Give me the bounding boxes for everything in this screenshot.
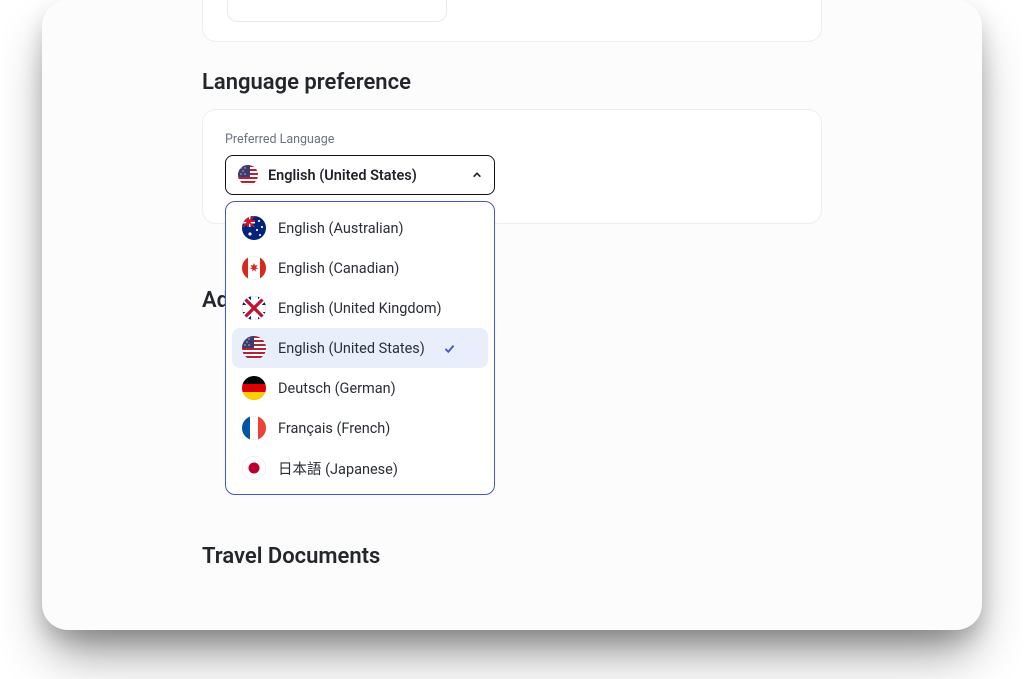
flag-icon: [242, 336, 266, 360]
language-option-label: English (Australian): [278, 220, 404, 237]
flag-icon: [242, 296, 266, 320]
flag-icon: [242, 456, 266, 480]
language-preference-heading: Language preference: [202, 70, 822, 95]
language-option-fr-FR[interactable]: Français (French): [232, 408, 488, 448]
previous-field-fragment: [227, 0, 447, 22]
language-option-label: English (Canadian): [278, 260, 399, 277]
language-option-en-GB[interactable]: English (United Kingdom): [232, 288, 488, 328]
language-preference-card: Preferred Language English (United State…: [202, 109, 822, 224]
flag-icon: [242, 416, 266, 440]
preferred-language-label: Preferred Language: [225, 132, 799, 147]
language-option-de-DE[interactable]: Deutsch (German): [232, 368, 488, 408]
language-option-ja-JP[interactable]: 日本語 (Japanese): [232, 448, 488, 488]
language-option-en-US[interactable]: English (United States): [232, 328, 488, 368]
language-option-label: Français (French): [278, 420, 390, 437]
settings-panel: Language preference Preferred Language E…: [42, 0, 982, 630]
flag-icon: [242, 256, 266, 280]
flag-icon: [242, 216, 266, 240]
language-select-trigger[interactable]: English (United States): [225, 155, 495, 195]
language-select-value: English (United States): [268, 167, 417, 184]
language-option-label: English (United Kingdom): [278, 300, 442, 317]
language-option-label: Deutsch (German): [278, 380, 396, 397]
language-option-label: English (United States): [278, 340, 425, 357]
check-icon: [443, 341, 457, 355]
chevron-up-icon: [472, 170, 482, 180]
flag-icon: [238, 165, 258, 185]
flag-icon: [242, 376, 266, 400]
language-listbox: English (Australian) English (Canadian) En…: [225, 201, 495, 495]
language-option-label: 日本語 (Japanese): [278, 458, 398, 479]
language-select: English (United States) English (Austral…: [225, 155, 495, 195]
language-option-en-CA[interactable]: English (Canadian): [232, 248, 488, 288]
previous-card-fragment: [202, 0, 822, 42]
language-option-en-AU[interactable]: English (Australian): [232, 208, 488, 248]
travel-documents-heading: Travel Documents: [202, 544, 822, 569]
